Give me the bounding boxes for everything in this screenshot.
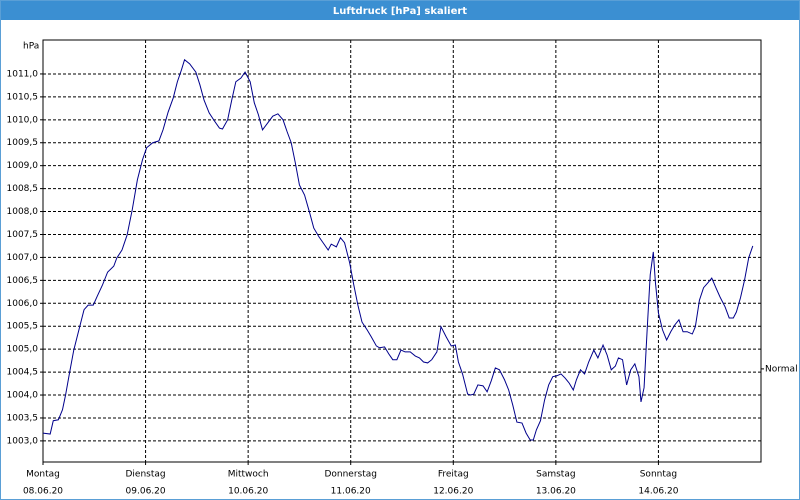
y-tick-label: 1004,0	[7, 391, 39, 401]
x-tick-label: Mittwoch	[228, 470, 269, 480]
x-tick-date: 12.06.20	[433, 487, 473, 497]
x-tick-label: Dienstag	[126, 470, 166, 480]
y-tick-label: 1007,0	[7, 253, 39, 263]
y-tick-label: 1011,0	[7, 69, 39, 79]
y-tick-label: 1003,0	[7, 436, 39, 446]
y-tick-label: 1005,0	[7, 345, 39, 355]
x-tick-label: Montag	[26, 470, 60, 480]
x-tick-date: 10.06.20	[228, 487, 268, 497]
y-axis-label: hPa	[23, 42, 39, 52]
x-tick-date: 14.06.20	[638, 487, 678, 497]
chart-title: Luftdruck [hPa] skaliert	[333, 6, 467, 17]
plot-frame	[42, 39, 762, 463]
x-tick-date: 09.06.20	[126, 487, 166, 497]
y-tick-label: 1009,5	[7, 138, 39, 148]
x-tick-label: Freitag	[438, 470, 469, 480]
y-tick-label: 1004,5	[7, 368, 39, 378]
reference-label: Normal	[765, 364, 798, 374]
x-tick-date: 08.06.20	[23, 487, 63, 497]
x-tick-label: Sonntag	[640, 470, 677, 480]
y-tick-label: 1005,5	[7, 322, 39, 332]
title-bar	[1, 1, 799, 20]
x-tick-label: Samstag	[536, 470, 575, 480]
y-tick-label: 1006,0	[7, 299, 39, 309]
x-tick-label: Donnerstag	[324, 470, 377, 480]
y-tick-label: 1009,0	[7, 161, 39, 171]
y-tick-label: 1008,5	[7, 184, 39, 194]
y-tick-label: 1010,0	[7, 115, 39, 125]
y-tick-label: 1006,5	[7, 276, 39, 286]
x-tick-date: 11.06.20	[331, 487, 371, 497]
y-tick-label: 1010,5	[7, 92, 39, 102]
y-tick-label: 1008,0	[7, 207, 39, 217]
x-tick-date: 13.06.20	[536, 487, 576, 497]
y-tick-label: 1003,5	[7, 413, 39, 423]
line	[42, 58, 754, 441]
y-tick-label: 1007,5	[7, 230, 39, 240]
